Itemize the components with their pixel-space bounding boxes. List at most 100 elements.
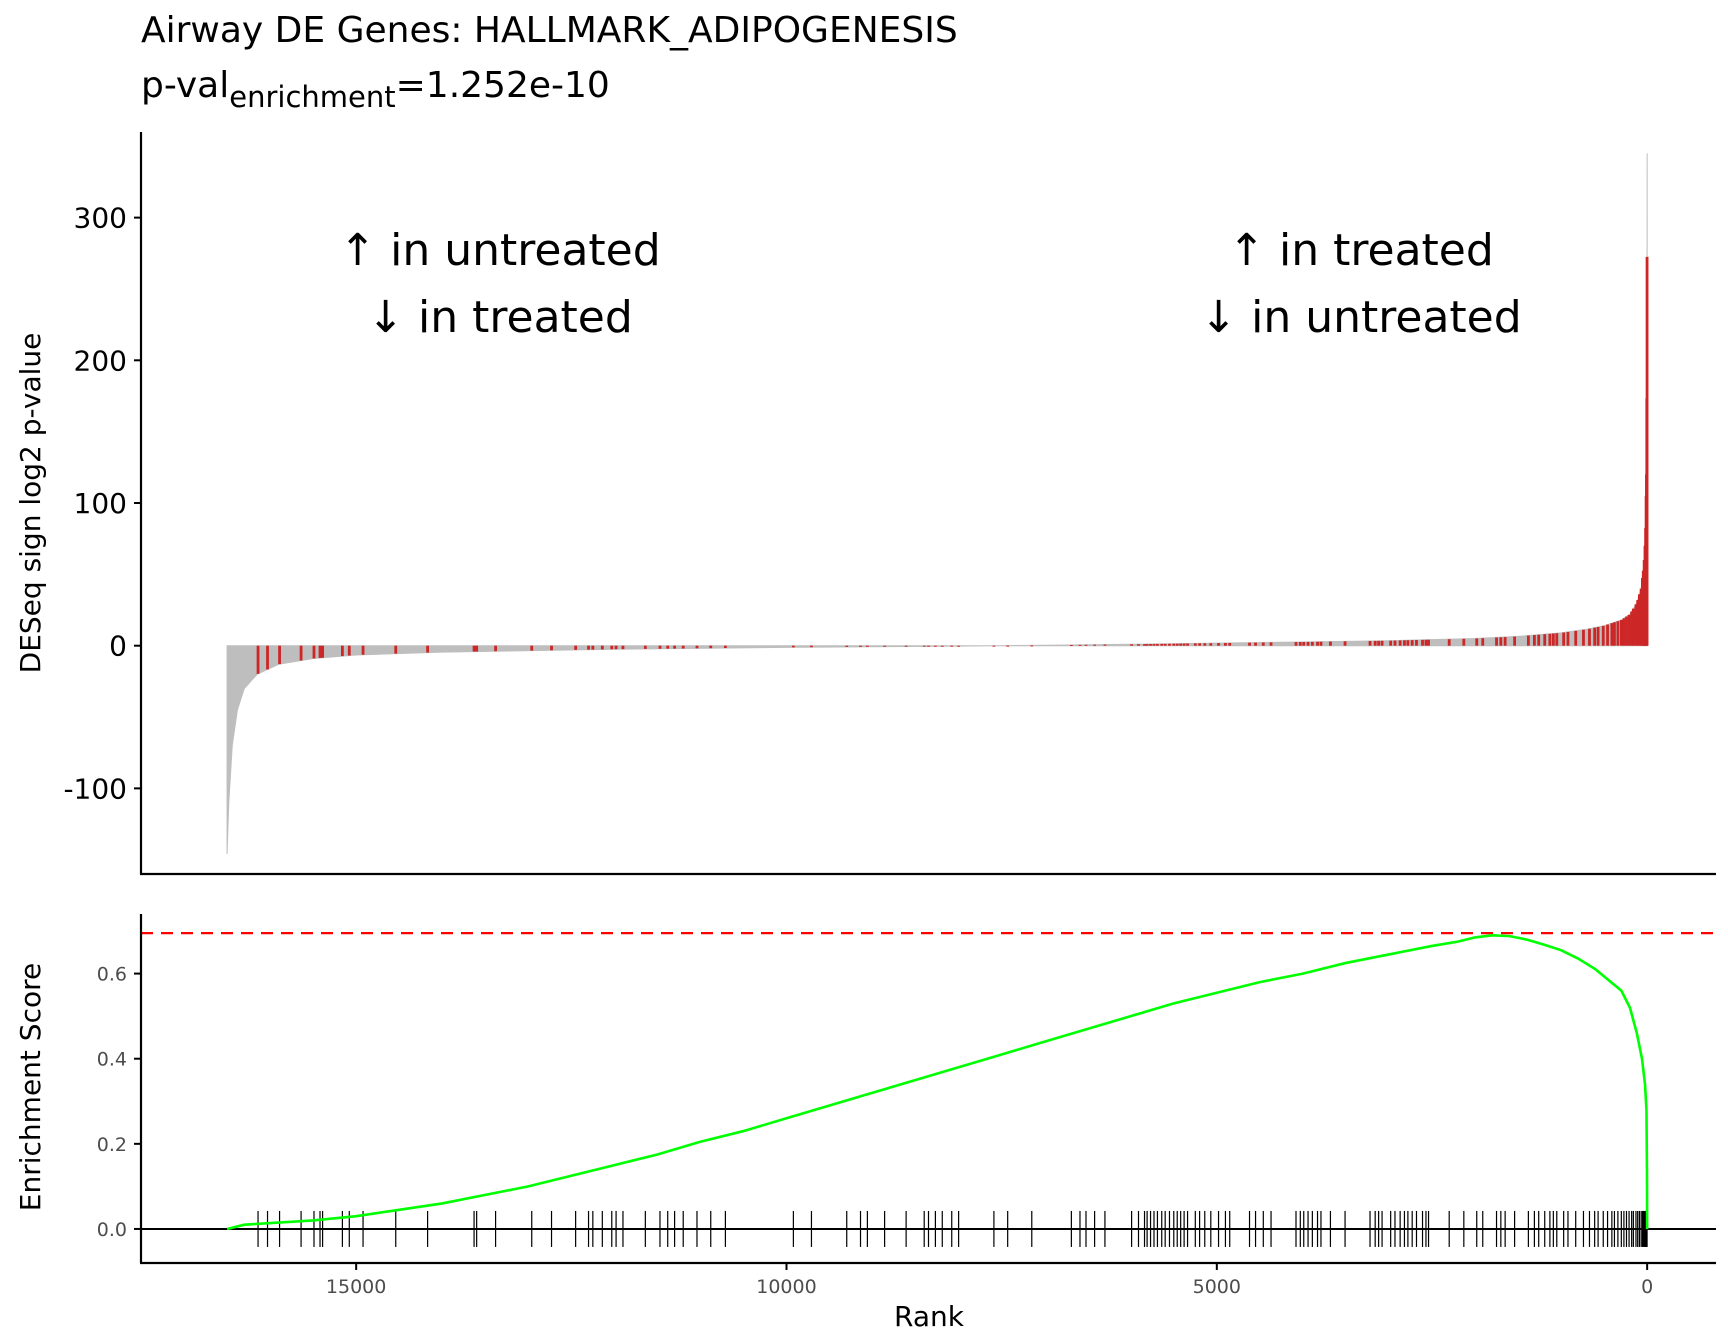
gene-set-bar bbox=[1551, 633, 1555, 646]
gene-set-bar bbox=[1627, 614, 1631, 646]
enrichment-content bbox=[141, 932, 1716, 1247]
gene-set-bar bbox=[1193, 643, 1197, 646]
enrichment-score-line bbox=[226, 933, 1649, 1231]
gene-set-bar bbox=[1248, 642, 1251, 646]
gene-set-bar bbox=[933, 645, 937, 647]
gene-set-bar bbox=[658, 645, 662, 649]
gene-set-bar bbox=[318, 645, 322, 658]
gene-set-bar bbox=[1421, 639, 1424, 646]
gene-set-bar bbox=[1084, 644, 1088, 646]
gene-set-bar bbox=[904, 645, 908, 647]
gene-set-bar bbox=[1373, 640, 1377, 646]
gene-set-bar bbox=[600, 645, 604, 650]
gene-set-bar bbox=[1143, 644, 1146, 646]
gene-set-bar bbox=[1306, 641, 1310, 646]
gene-set-bar bbox=[1606, 624, 1609, 646]
gene-set-bar bbox=[256, 645, 260, 674]
gene-set-bar bbox=[266, 645, 269, 670]
x-tick-label: 10000 bbox=[756, 1276, 816, 1298]
gene-set-bar bbox=[1152, 643, 1156, 646]
gene-set-bar bbox=[621, 645, 625, 650]
gene-set-bar bbox=[1631, 608, 1635, 646]
gene-set-bar bbox=[1179, 643, 1183, 646]
gene-set-bar bbox=[1634, 604, 1638, 646]
gene-set-bar bbox=[1619, 620, 1623, 646]
gene-set-bar bbox=[426, 645, 429, 653]
gene-set-bar bbox=[1093, 644, 1097, 646]
gene-set-bar bbox=[1427, 639, 1430, 646]
gene-set-bar bbox=[1562, 632, 1566, 646]
gene-set-bar bbox=[1302, 641, 1306, 646]
gene-set-bar bbox=[587, 645, 590, 650]
gene-set-bar bbox=[574, 645, 578, 650]
bottom-y-tick-label: 0.6 bbox=[97, 964, 127, 986]
gene-set-bar bbox=[1389, 640, 1393, 646]
gene-set-bar bbox=[1630, 611, 1634, 646]
gene-set-bar bbox=[810, 645, 813, 648]
gene-set-bar bbox=[1209, 643, 1213, 646]
gene-set-bar bbox=[472, 645, 476, 652]
gene-set-bar bbox=[1319, 641, 1323, 646]
gene-set-bar bbox=[1186, 643, 1189, 646]
gene-set-bar bbox=[1368, 640, 1372, 646]
gene-set-bar bbox=[1217, 643, 1220, 646]
annotation-right-line1: ↑ in treated bbox=[1228, 225, 1494, 276]
gene-set-bar bbox=[1377, 640, 1381, 646]
gene-set-bar bbox=[1462, 638, 1466, 646]
gene-set-bar bbox=[643, 645, 647, 649]
gene-set-bar bbox=[1415, 640, 1418, 646]
gene-set-bar bbox=[845, 645, 849, 647]
gene-set-bar bbox=[791, 645, 795, 648]
top-y-axis-label: DESeq sign log2 p-value bbox=[14, 333, 47, 674]
gene-set-bar bbox=[1616, 621, 1620, 646]
x-tick-label: 5000 bbox=[1193, 1276, 1241, 1298]
gene-set-bar bbox=[610, 645, 614, 650]
gene-set-bar bbox=[1310, 641, 1314, 646]
gene-set-bar bbox=[1588, 628, 1591, 646]
gene-set-bar bbox=[1645, 256, 1649, 646]
gene-set-bar bbox=[361, 645, 365, 655]
gene-set-bar bbox=[673, 645, 677, 649]
top-y-tick-label: 300 bbox=[74, 202, 127, 235]
gene-set-bar bbox=[1168, 643, 1171, 646]
gene-set-bar bbox=[1329, 641, 1332, 646]
gene-set-bar bbox=[1298, 642, 1302, 646]
rank-metric-panel: -100 0 100 200 300 DESeq sign log2 p-value ↑… bbox=[14, 132, 1716, 876]
gene-set-bar bbox=[1610, 623, 1614, 646]
enrichment-panel: 0.0 0.2 0.4 0.6 15000 10000 5000 0 Enrichment … bbox=[14, 914, 1716, 1333]
bottom-y-tick-label: 0.2 bbox=[97, 1134, 127, 1156]
gene-set-bar bbox=[1537, 634, 1541, 646]
gene-set-bar bbox=[1481, 638, 1485, 646]
annotation-left-line1: ↑ in untreated bbox=[339, 225, 660, 276]
gene-set-bar bbox=[1137, 644, 1140, 646]
gene-set-bar bbox=[1203, 643, 1207, 646]
gene-set-bar bbox=[1130, 644, 1134, 646]
gene-set-bar bbox=[1269, 642, 1273, 646]
gene-set-bar bbox=[927, 645, 930, 647]
gene-set-bar bbox=[1380, 640, 1384, 646]
gene-set-bar bbox=[1316, 641, 1319, 646]
chart-subtitle: p-valenrichment=1.252e-10 bbox=[141, 65, 610, 114]
gene-set-bar bbox=[666, 645, 670, 649]
gene-set-bar bbox=[1393, 640, 1397, 646]
gene-set-bar bbox=[1160, 643, 1164, 646]
gene-set-bar bbox=[883, 645, 887, 647]
gene-set-bar bbox=[1410, 640, 1414, 646]
gene-set-bar bbox=[1145, 644, 1149, 646]
gene-set-bar bbox=[1224, 643, 1227, 646]
gene-set-bar bbox=[1228, 642, 1232, 646]
gene-set-bar bbox=[723, 645, 727, 649]
gene-set-bar bbox=[312, 645, 316, 659]
annotation-left-line2: ↓ in treated bbox=[367, 292, 633, 343]
gene-set-bar bbox=[1503, 637, 1507, 646]
gene-set-bar bbox=[475, 645, 479, 652]
top-y-tick-label: 100 bbox=[74, 487, 127, 520]
gene-set-bar bbox=[922, 645, 926, 647]
gene-set-bar bbox=[1398, 640, 1402, 646]
gene-set-bar bbox=[494, 645, 497, 652]
gene-set-bar bbox=[1406, 640, 1410, 646]
gene-set-bar bbox=[992, 645, 996, 647]
top-y-tick-label: 0 bbox=[109, 630, 127, 663]
gene-set-bar bbox=[1078, 644, 1082, 646]
x-axis-label: Rank bbox=[894, 1300, 965, 1333]
